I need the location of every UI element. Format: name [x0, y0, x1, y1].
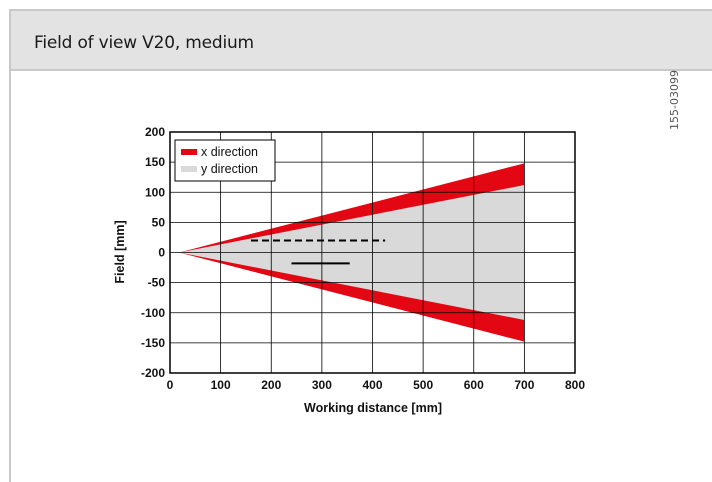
x-tick-label: 300	[312, 378, 332, 392]
x-tick-label: 200	[261, 378, 281, 392]
x-tick-label: 100	[211, 378, 231, 392]
y-tick-label: 150	[145, 155, 165, 169]
x-tick-label: 700	[514, 378, 534, 392]
legend-label-y-direction: y direction	[201, 162, 258, 176]
legend-label-x-direction: x direction	[201, 145, 258, 159]
x-tick-label: 500	[413, 378, 433, 392]
x-tick-label: 0	[167, 378, 174, 392]
y-tick-label: -150	[141, 336, 165, 350]
figure-card: Field of view V20, medium	[9, 9, 712, 482]
x-tick-label: 800	[565, 378, 585, 392]
legend: x direction y direction	[174, 139, 276, 182]
legend-swatch-y-direction	[181, 166, 197, 172]
y-tick-label: 200	[145, 125, 165, 139]
y-tick-label: -50	[148, 276, 166, 290]
y-tick-label: -100	[141, 306, 165, 320]
x-tick-label: 400	[362, 378, 382, 392]
figure-header: Field of view V20, medium	[11, 11, 712, 71]
y-axis-label: Field [mm]	[113, 220, 127, 283]
x-tick-label: 600	[464, 378, 484, 392]
y-tick-label: 50	[152, 215, 166, 229]
legend-swatch-x-direction	[181, 149, 197, 155]
legend-box	[174, 139, 276, 182]
y-tick-label: -200	[141, 366, 165, 380]
figure-title: Field of view V20, medium	[34, 33, 254, 53]
y-tick-label: 100	[145, 185, 165, 199]
plot-frame	[169, 131, 576, 374]
x-axis-label: Working distance [mm]	[304, 401, 442, 415]
y-tick-label: 0	[158, 246, 165, 260]
